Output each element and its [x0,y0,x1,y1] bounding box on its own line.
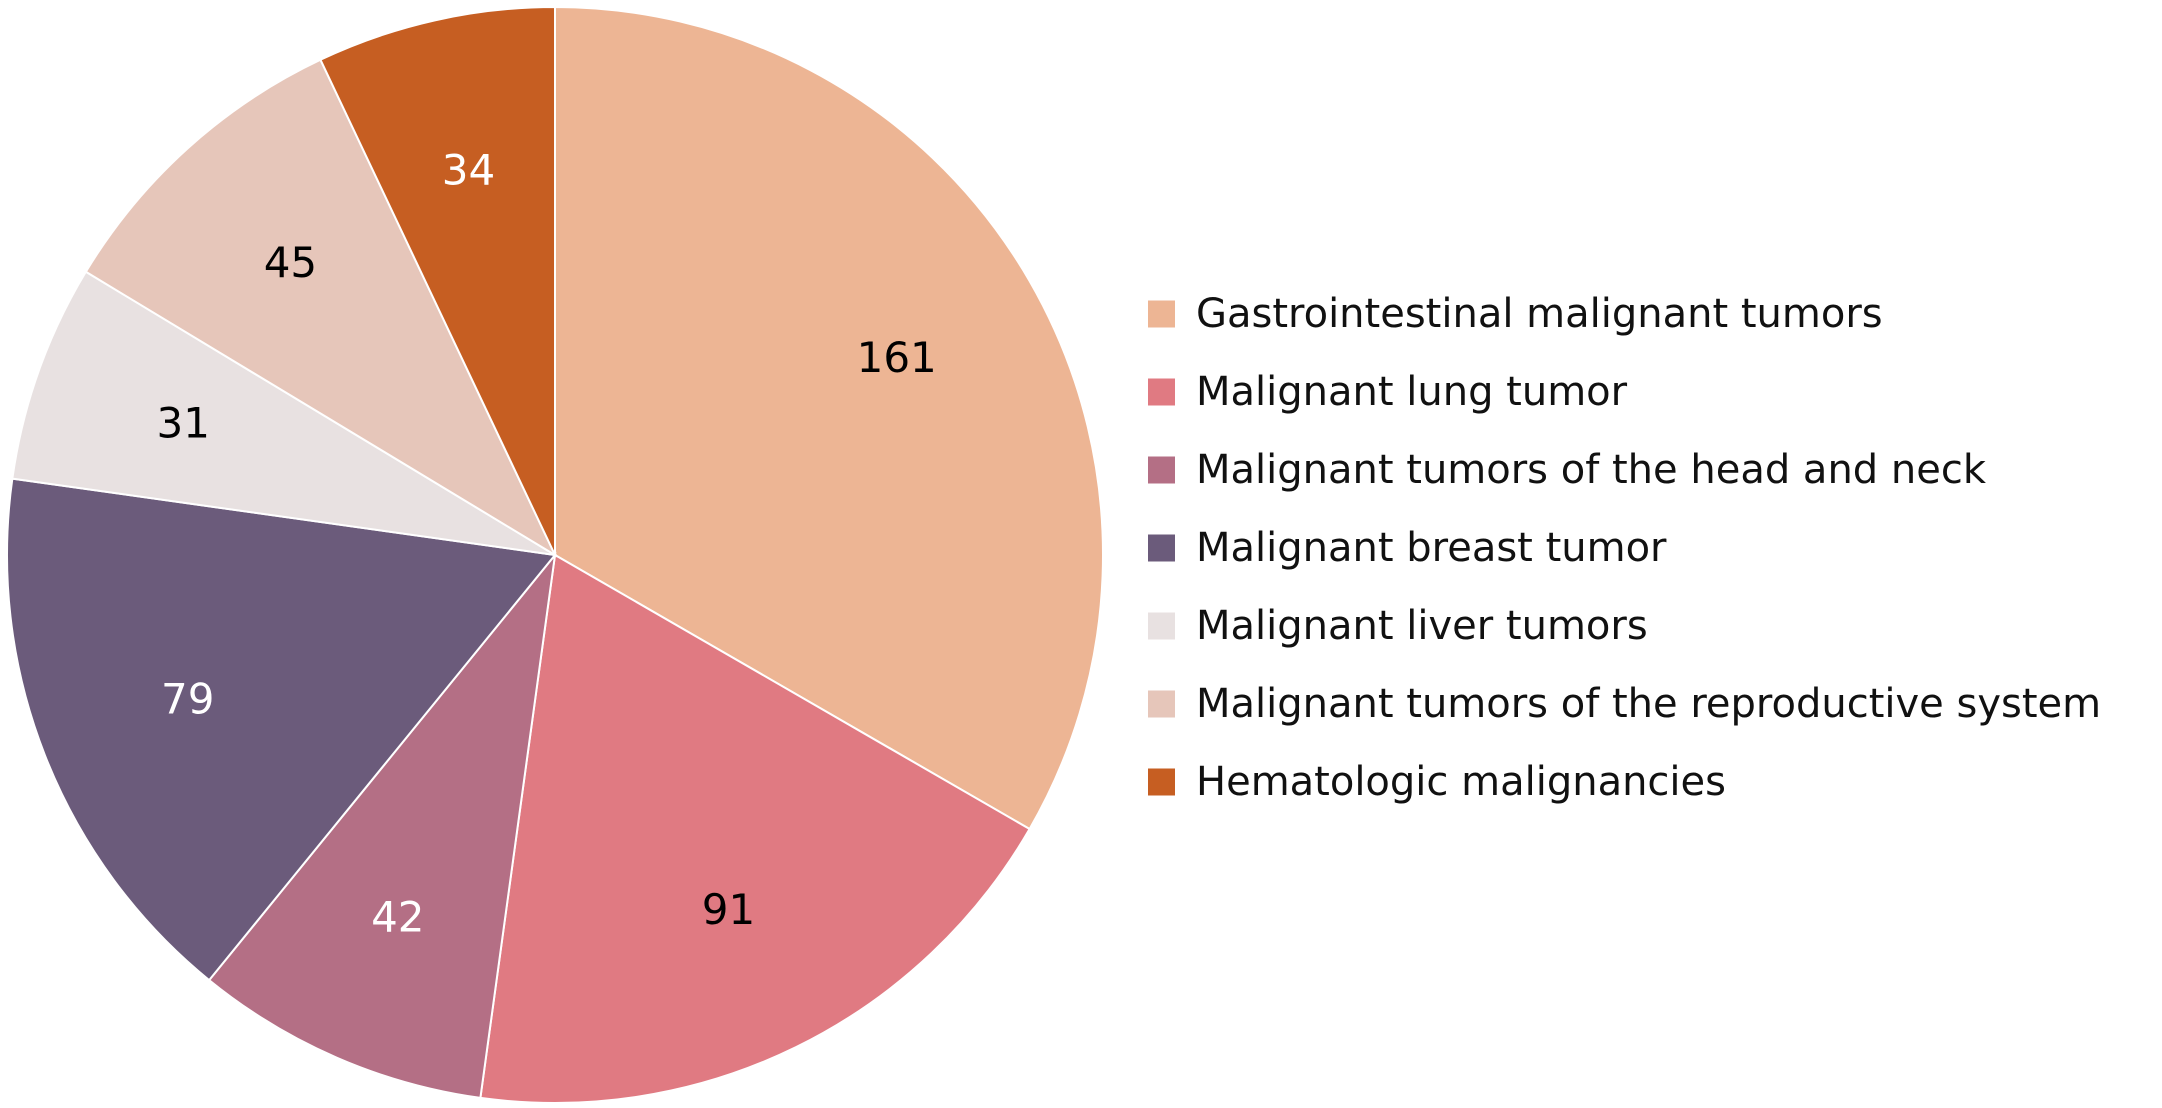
pie-slices [6,5,1104,1105]
legend-label: Malignant breast tumor [1196,525,1667,571]
legend-item-malignant-lung-tumor: Malignant lung tumor [1148,369,1628,415]
legend-item-malignant-tumors-of-the-head-and-neck: Malignant tumors of the head and neck [1148,447,1987,493]
pie-slice-malignant-tumors-of-the-head-and-neck [207,551,557,1100]
legend-label: Malignant tumors of the reproductive sys… [1196,681,2101,727]
data-label-malignant-liver-tumors: 31 [156,398,209,447]
pie-slice-malignant-lung-tumor [479,553,1031,1105]
data-label-malignant-tumors-of-the-reproductive-system: 45 [264,238,317,287]
legend-item-malignant-liver-tumors: Malignant liver tumors [1148,603,1648,649]
data-label-malignant-tumors-of-the-head-and-neck: 42 [371,892,424,941]
data-label-malignant-lung-tumor: 91 [702,885,755,934]
legend-swatch [1148,378,1175,406]
legend-swatch [1148,456,1175,484]
data-label-hematologic-malignancies: 34 [442,146,495,195]
legend-item-malignant-tumors-of-the-reproductive-system: Malignant tumors of the reproductive sys… [1148,681,2101,727]
legend-swatch [1148,690,1175,718]
pie-data-labels: 161 91 42 79 31 45 34 [156,146,936,942]
pie-slice-hematologic-malignancies [319,5,556,556]
data-label-malignant-breast-tumor: 79 [161,675,214,724]
legend-label: Malignant tumors of the head and neck [1196,447,1987,493]
legend-label: Gastrointestinal malignant tumors [1196,291,1883,337]
legend-swatch [1148,300,1175,328]
data-label-gastrointestinal-malignant-tumors: 161 [857,333,937,382]
legend-item-gastrointestinal-malignant-tumors: Gastrointestinal malignant tumors [1148,291,1883,337]
pie-slice-gastrointestinal-malignant-tumors [554,5,1104,831]
legend-label: Hematologic malignancies [1196,759,1726,805]
legend: Gastrointestinal malignant tumors Maligna… [1148,291,2101,805]
legend-label: Malignant liver tumors [1196,603,1648,649]
legend-label: Malignant lung tumor [1196,369,1628,415]
legend-item-malignant-breast-tumor: Malignant breast tumor [1148,525,1667,571]
legend-item-hematologic-malignancies: Hematologic malignancies [1148,759,1726,805]
legend-swatch [1148,612,1175,640]
pie-slice-malignant-breast-tumor [6,477,557,982]
legend-swatch [1148,534,1175,562]
legend-swatch [1148,768,1175,796]
pie-slice-malignant-tumors-of-the-reproductive-system [84,58,558,558]
pie-slice-malignant-liver-tumors [11,270,556,556]
